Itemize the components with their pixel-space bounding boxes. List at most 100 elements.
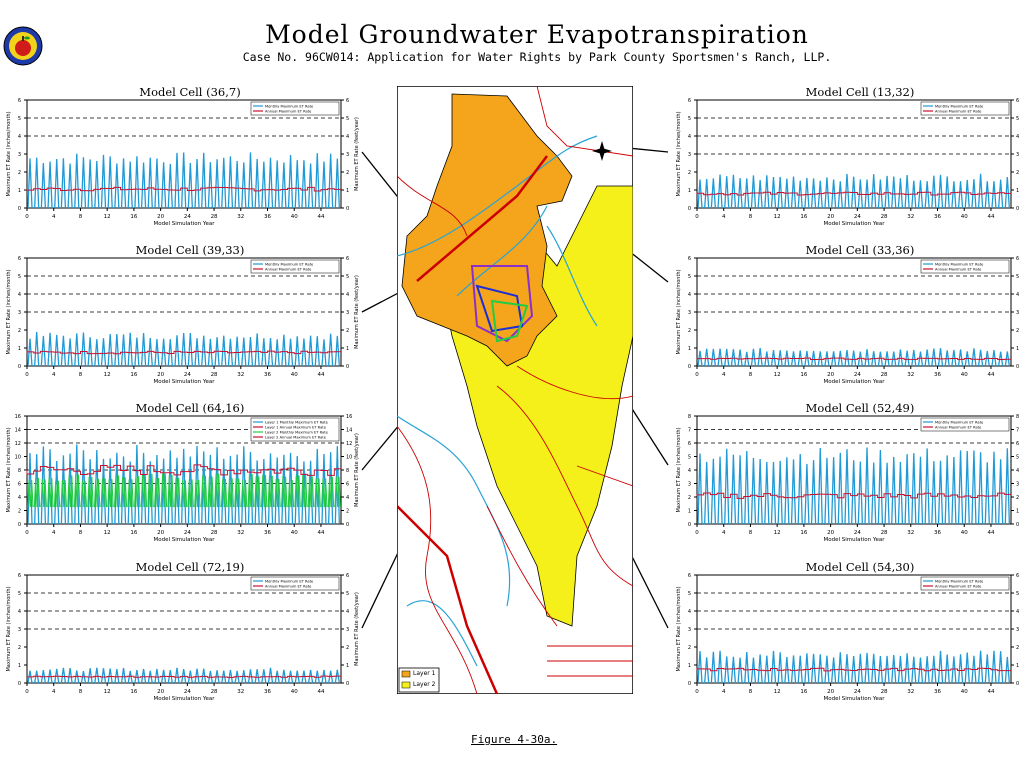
y2-tick-label: 6 [1016, 256, 1019, 262]
y2-tick-label: 6 [346, 98, 349, 104]
x-axis-label: Model Simulation Year [154, 696, 216, 702]
legend-label: Annual Maximum ET Rate [265, 110, 312, 114]
legend-label: Annual Maximum ET Rate [935, 110, 982, 114]
legend-label: Layer 1 Monthly Maximum ET Rate [265, 421, 329, 425]
x-tick-label: 40 [291, 530, 298, 536]
y2-tick-label: 10 [346, 455, 352, 461]
y2-tick-label: 1 [1016, 509, 1019, 515]
y2-tick-label: 6 [346, 256, 349, 262]
y2-tick-label: 1 [346, 663, 349, 669]
x-tick-label: 24 [854, 530, 861, 536]
y-tick-label: 2 [18, 328, 21, 334]
x-tick-label: 0 [25, 689, 29, 695]
legend-label: Layer 2 Annual Maximum ET Rate [265, 436, 327, 440]
page-title: Model Groundwater Evapotranspiration [265, 20, 809, 49]
y-tick-label: 5 [18, 274, 21, 280]
y2-tick-label: 5 [1016, 591, 1019, 597]
x-tick-label: 0 [25, 214, 29, 220]
y2-tick-label: 1 [1016, 346, 1019, 352]
y-tick-label: 0 [688, 522, 691, 528]
x-tick-label: 8 [79, 530, 83, 536]
y-axis-label-left: Maximum ET Rate (inches/month) [6, 111, 12, 196]
y2-tick-label: 0 [346, 681, 349, 687]
y-axis-label-right: Maximum ET Rate (feet/year) [354, 117, 360, 191]
y2-tick-label: 4 [1016, 609, 1019, 615]
x-tick-label: 24 [854, 689, 861, 695]
legend-box [920, 101, 1010, 116]
y-tick-label: 4 [18, 609, 21, 615]
x-tick-label: 40 [291, 689, 298, 695]
legend-label: Monthly Maximum ET Rate [935, 580, 984, 584]
x-tick-label: 20 [827, 689, 834, 695]
x-tick-label: 20 [827, 530, 834, 536]
chart-panel: 0 01 12 23 34 45 56 60 4 8 12 16 20 24 28 32 36 40 44Model… [6, 573, 360, 702]
y-tick-label: 6 [688, 98, 691, 104]
y-tick-label: 6 [688, 441, 691, 447]
y-axis-label-left: Maximum ET Rate (inches/month) [676, 269, 682, 354]
chart-title: Model Cell (72,19) [135, 560, 245, 574]
y-tick-label: 6 [18, 482, 21, 488]
y2-tick-label: 14 [346, 428, 352, 434]
x-tick-label: 16 [800, 372, 807, 378]
y2-tick-label: 3 [346, 627, 349, 633]
y-tick-label: 3 [688, 482, 691, 488]
legend-label: Annual Maximum ET Rate [935, 268, 982, 272]
y2-tick-label: 5 [1016, 455, 1019, 461]
y-tick-label: 2 [18, 509, 21, 515]
legend-label: Annual Maximum ET Rate [935, 426, 982, 430]
legend-box [250, 101, 340, 116]
annual-series-line [26, 350, 341, 355]
y2-tick-label: 3 [346, 152, 349, 158]
legend-box [250, 259, 340, 274]
y-tick-label: 14 [15, 428, 21, 434]
monthly-series-line [27, 331, 340, 367]
y-tick-label: 0 [688, 681, 691, 687]
y2-tick-label: 2 [346, 328, 349, 334]
y-tick-label: 4 [18, 134, 21, 140]
x-tick-label: 44 [317, 530, 324, 536]
x-tick-label: 12 [774, 214, 781, 220]
x-tick-label: 24 [184, 530, 191, 536]
x-tick-label: 44 [317, 214, 324, 220]
x-tick-label: 16 [800, 689, 807, 695]
x-tick-label: 32 [237, 372, 244, 378]
monthly-series-line [27, 444, 340, 525]
y-axis-label-left: Maximum ET Rate (inches/month) [6, 427, 12, 512]
legend-label: Annual Maximum ET Rate [265, 585, 312, 589]
y-tick-label: 1 [18, 663, 21, 669]
annual-series-line [696, 191, 1011, 196]
y2-tick-label: 6 [1016, 573, 1019, 579]
y2-tick-label: 5 [346, 591, 349, 597]
y-tick-label: 10 [15, 455, 21, 461]
x-tick-label: 28 [211, 689, 218, 695]
y-tick-label: 16 [15, 414, 21, 420]
y2-tick-label: 3 [1016, 482, 1019, 488]
y2-tick-label: 6 [346, 482, 349, 488]
x-tick-label: 32 [237, 530, 244, 536]
x-tick-label: 8 [79, 214, 83, 220]
y2-tick-label: 6 [1016, 98, 1019, 104]
legend-label: Monthly Maximum ET Rate [265, 263, 314, 267]
y2-tick-label: 3 [346, 310, 349, 316]
x-tick-label: 4 [52, 689, 56, 695]
y-tick-label: 3 [18, 152, 21, 158]
y2-tick-label: 0 [346, 522, 349, 528]
legend-label: Monthly Maximum ET Rate [935, 263, 984, 267]
y2-tick-label: 0 [346, 206, 349, 212]
x-tick-label: 36 [934, 214, 941, 220]
x-tick-label: 32 [237, 689, 244, 695]
x-tick-label: 32 [237, 214, 244, 220]
x-axis-label: Model Simulation Year [154, 537, 216, 543]
north-arrow-icon [592, 141, 612, 161]
legend-label: Monthly Maximum ET Rate [265, 580, 314, 584]
chart-title: Model Cell (13,32) [805, 85, 915, 99]
y2-tick-label: 0 [1016, 522, 1019, 528]
y-axis-label-left: Maximum ET Rate (inches/month) [6, 269, 12, 354]
y-axis-label-right: Maximum ET Rate (feet/year) [354, 592, 360, 666]
y2-tick-label: 4 [1016, 468, 1019, 474]
x-tick-label: 44 [987, 689, 994, 695]
x-tick-label: 0 [695, 689, 699, 695]
x-tick-label: 4 [52, 214, 56, 220]
x-tick-label: 24 [854, 372, 861, 378]
